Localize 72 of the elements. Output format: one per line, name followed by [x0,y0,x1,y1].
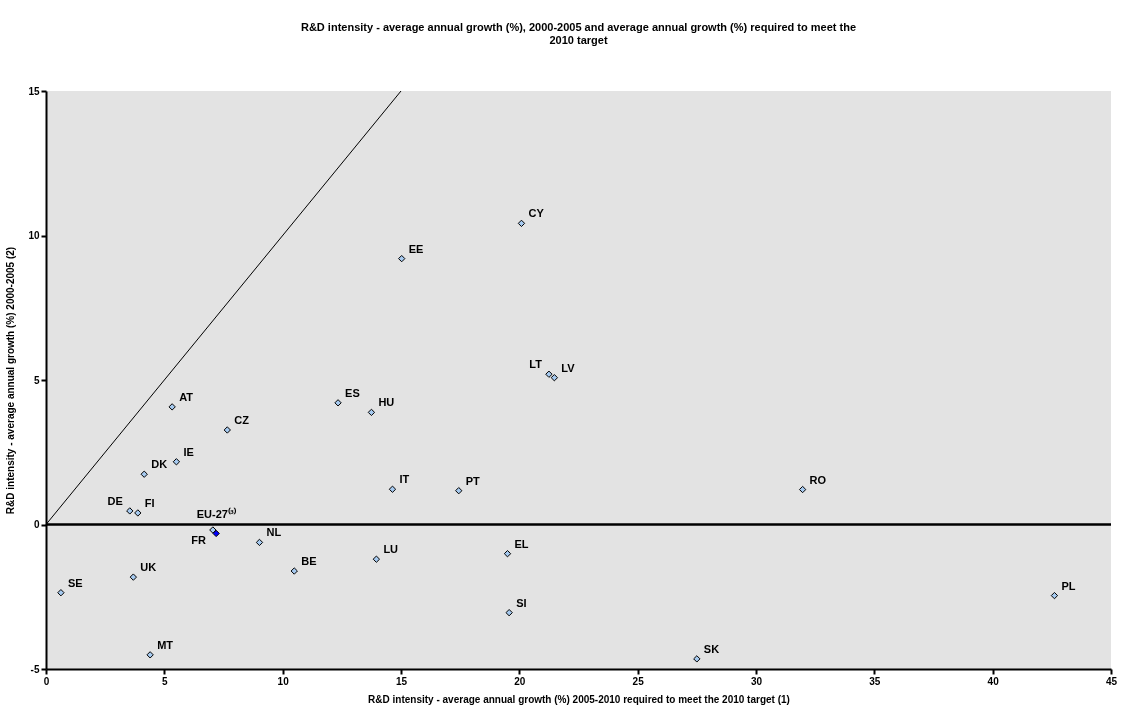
series-label: SE [67,576,83,589]
y-tick-label: 10 [28,230,40,241]
series-label: HU [378,396,395,409]
point [388,485,397,493]
series-label: EL [514,537,529,550]
series-label: NL [266,526,282,539]
x-tick-label: 40 [987,675,1000,687]
x-axis-title: R&D intensity - average annual growth (%) 2005-2010 required to meet the 2010 target (1) [368,693,790,705]
series-label: FI [144,496,155,509]
point [140,470,148,478]
point [693,655,701,663]
series-label: DK [151,458,168,471]
point [372,555,381,563]
x-tick-label: 5 [162,675,169,687]
series-label: BE [301,555,317,568]
series-label: IT [399,473,410,486]
series-label: CY [528,207,545,220]
point [172,458,181,466]
series-label: CZ [234,414,250,426]
chart-title: R&D intensity - average annual growth (%), 2000-2005 and average annual growth (%) required to meet the 2010 target [300,21,857,46]
series-label: PL [1061,579,1076,592]
series-label: AT [179,390,194,403]
point [223,426,231,434]
x-tick-label: 15 [395,675,408,687]
series-label: RO [809,473,827,486]
point [334,399,342,407]
y-tick-label: -5 [30,663,40,675]
y-tick-label: 0 [33,519,40,530]
point [398,254,406,263]
point [505,608,513,617]
series-label: MT [157,638,174,651]
point [57,589,65,597]
x-tick-label: 30 [750,675,763,687]
series-label: DE [107,494,123,507]
point [545,370,553,378]
x-tick-label: 20 [514,675,526,687]
point [129,573,137,581]
series-label: EU-27⁽³⁾ [196,507,237,521]
series-label: UK [140,561,157,574]
series-label: LU [383,543,399,556]
series-label: LV [561,361,576,374]
series-label: SI [516,596,527,609]
point [550,374,559,382]
series-label: LT [529,358,543,371]
series-label: EE [408,242,424,255]
x-tick-label: 45 [1105,675,1118,687]
point [290,567,298,575]
point [126,507,134,515]
y-tick-label: 5 [33,374,40,386]
point [212,529,220,538]
x-tick-label: 10 [277,675,290,687]
series-label: PT [465,474,481,487]
point [146,651,154,659]
point [503,550,512,558]
point [255,538,264,547]
y-axis-title: R&D intensity - average annual growth (%) 2000-2005 (2) [5,246,17,515]
series-label: ES [345,386,360,399]
point [517,219,526,228]
point [367,408,376,417]
series-label: IE [183,445,194,458]
x-tick-label: 35 [869,675,881,687]
point [798,485,807,494]
point [168,403,176,411]
series-label: SK [703,642,720,655]
point [455,487,463,495]
series-label: FR [191,533,206,546]
point [209,526,217,534]
x-tick-label: 25 [632,675,645,687]
x-tick-label: 0 [43,675,50,687]
point [1050,591,1059,600]
y-tick-label: 15 [28,85,40,97]
point [134,509,142,517]
